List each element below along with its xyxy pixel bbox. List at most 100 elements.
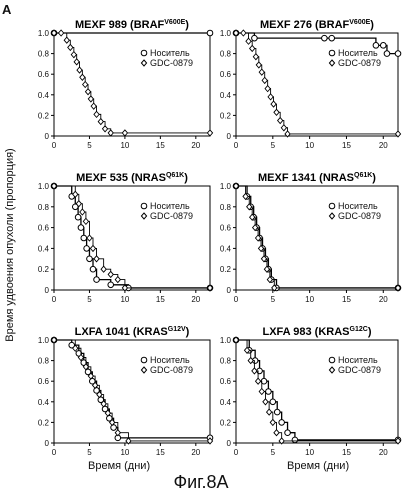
x-tick-label: 10 [120, 448, 129, 457]
chart-panel-6: LXFA 983 (KRASG12C) 0 0.2 0.4 0.6 0.8 1.0 0 5 10 1… [220, 326, 402, 457]
y-tick-label: 0 [227, 286, 232, 295]
x-tick-label: 0 [234, 448, 239, 457]
plot-frame [235, 185, 399, 291]
marker-gdc0879 [89, 244, 97, 253]
y-tick-label: 0.6 [220, 224, 232, 233]
y-tick-label: 0 [227, 132, 232, 141]
marker-gdc0879 [240, 29, 247, 37]
marker-gdc0879 [232, 336, 240, 344]
marker-gdc0879 [121, 129, 129, 137]
y-tick-label: 0.8 [38, 50, 50, 59]
x-tick-label: 5 [87, 295, 92, 304]
marker-vehicle [71, 203, 79, 211]
marker-gdc0879 [258, 387, 265, 396]
marker-gdc0879 [280, 124, 288, 132]
marker-gdc0879 [93, 255, 100, 263]
y-tick-label: 1.0 [220, 336, 232, 345]
marker-vehicle [291, 436, 299, 444]
marker-gdc0879 [269, 418, 277, 427]
chart-title-superscript: V600E [349, 19, 370, 26]
x-tick-label: 15 [342, 448, 351, 457]
marker-vehicle [321, 34, 328, 42]
chart-title-suffix: ) [185, 19, 189, 31]
chart-title-suffix: ) [186, 326, 190, 338]
chart-title: MEXF 535 (NRASQ61K) [76, 172, 188, 184]
marker-gdc0879 [77, 353, 85, 362]
marker-gdc0879 [262, 398, 269, 406]
y-tick-label: 0.2 [220, 265, 232, 274]
y-tick-label: 0.4 [220, 398, 232, 407]
marker-gdc0879 [245, 37, 252, 45]
legend-label-vehicle: Носитель [338, 355, 378, 365]
marker-vehicle [251, 34, 258, 42]
y-tick-label: 1.0 [220, 182, 232, 191]
marker-gdc0879 [101, 125, 109, 133]
x-tick-label: 5 [271, 448, 276, 457]
x-tick-label: 0 [52, 448, 57, 457]
y-tick-label: 0 [45, 132, 50, 141]
marker-gdc0879 [232, 182, 240, 190]
plot-frame [53, 185, 211, 291]
marker-gdc0879 [57, 29, 65, 37]
marker-gdc0879 [104, 409, 112, 417]
marker-gdc0879 [263, 265, 271, 273]
legend-label-gdc0879: GDC-0879 [338, 211, 381, 221]
chart-title-suffix: ) [368, 326, 372, 338]
marker-gdc0879 [242, 192, 249, 201]
x-tick-label: 15 [156, 448, 165, 457]
marker-gdc0879 [50, 29, 58, 37]
chart-panel-2: MEXF 276 (BRAFV600E) 0 0.2 0.4 0.6 0.8 1.0 0 5 10… [220, 19, 402, 150]
marker-gdc0879 [246, 203, 253, 211]
chart-title-main: LXFA 1041 (KRAS [75, 326, 168, 338]
marker-gdc0879 [96, 390, 103, 399]
marker-gdc0879 [50, 182, 58, 190]
legend-label-gdc0879: GDC-0879 [338, 58, 381, 68]
marker-gdc0879 [249, 213, 256, 221]
marker-vehicle [278, 419, 285, 426]
y-tick-label: 0.4 [220, 91, 232, 100]
marker-vehicle [273, 408, 281, 416]
y-tick-label: 0.6 [220, 377, 232, 386]
marker-gdc0879 [273, 108, 280, 116]
marker-gdc0879 [284, 130, 291, 138]
y-tick-label: 0.4 [38, 244, 50, 253]
marker-vehicle [74, 213, 82, 221]
marker-gdc0879 [93, 110, 100, 119]
marker-gdc0879 [82, 363, 90, 371]
marker-vehicle [77, 224, 85, 231]
marker-gdc0879 [70, 50, 78, 59]
chart-title: LXFA 1041 (KRASG12V) [75, 326, 190, 338]
marker-gdc0879 [232, 29, 240, 37]
y-tick-label: 0.2 [220, 111, 232, 120]
x-axis-label-left: Время (дни) [88, 460, 151, 472]
marker-gdc0879 [84, 88, 92, 96]
marker-gdc0879 [267, 93, 274, 101]
marker-gdc0879 [91, 381, 99, 390]
marker-gdc0879 [206, 129, 214, 137]
chart-title: MEXF 276 (BRAFV600E) [260, 19, 374, 31]
y-tick-label: 1.0 [220, 29, 232, 38]
marker-gdc0879 [251, 367, 258, 375]
legend-label-vehicle: Носитель [150, 48, 190, 58]
marker-gdc0879 [75, 199, 83, 208]
marker-vehicle [68, 341, 76, 349]
marker-gdc0879 [73, 58, 80, 66]
x-axis-label-right: Время (дни) [287, 460, 350, 472]
x-tick-label: 0 [52, 141, 57, 150]
marker-gdc0879 [249, 44, 256, 53]
legend-label-gdc0879: GDC-0879 [150, 58, 193, 68]
chart-title-superscript: Q61K [166, 172, 184, 179]
marker-vehicle [107, 281, 115, 289]
marker-gdc0879 [50, 336, 58, 344]
marker-gdc0879 [276, 116, 284, 125]
marker-gdc0879 [72, 190, 79, 199]
legend-label-vehicle: Носитель [338, 201, 378, 211]
marker-gdc0879 [79, 73, 86, 81]
marker-vehicle [86, 255, 93, 263]
marker-gdc0879 [266, 275, 274, 284]
marker-vehicle [383, 50, 391, 57]
marker-vehicle [372, 42, 380, 49]
marker-gdc0879 [254, 234, 262, 242]
marker-gdc0879 [265, 408, 273, 416]
x-tick-label: 15 [342, 295, 351, 304]
